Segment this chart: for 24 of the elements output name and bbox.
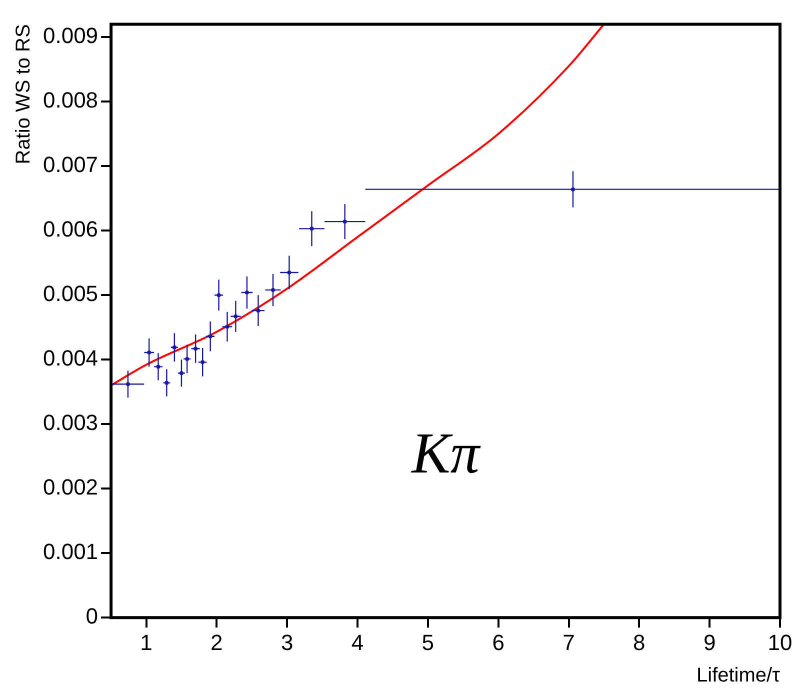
x-tick-label: 2 xyxy=(210,630,223,655)
y-tick-label: 0.009 xyxy=(42,23,98,48)
x-tick-label: 6 xyxy=(492,630,504,655)
y-tick-label: 0.005 xyxy=(42,281,98,306)
x-tick-label: 8 xyxy=(633,630,646,655)
x-tick-label: 7 xyxy=(562,630,575,655)
line-series xyxy=(111,24,605,386)
y-tick-label: 0.004 xyxy=(42,346,98,371)
x-tick-label: 9 xyxy=(703,630,716,655)
y-axis-title: Ratio WS to RS xyxy=(12,24,35,164)
x-tick-label: 10 xyxy=(768,630,792,655)
y-tick-label: 0.006 xyxy=(42,216,98,242)
x-tick-label: 3 xyxy=(280,630,294,655)
y-tick-label: 0.007 xyxy=(42,152,98,178)
x-tick-label: 1 xyxy=(140,630,152,655)
annotation: Kπ xyxy=(410,420,482,486)
x-tick-label: 5 xyxy=(422,630,434,655)
x-axis-title: Lifetime/τ xyxy=(696,664,780,687)
x-tick-label: 4 xyxy=(351,630,364,655)
y-tick-label: 0 xyxy=(86,604,98,629)
y-tick-label: 0.001 xyxy=(42,539,98,564)
y-tick-label: 0.003 xyxy=(42,410,98,436)
y-tick-label: 0.002 xyxy=(42,474,98,500)
y-tick-label: 0.008 xyxy=(42,88,98,113)
